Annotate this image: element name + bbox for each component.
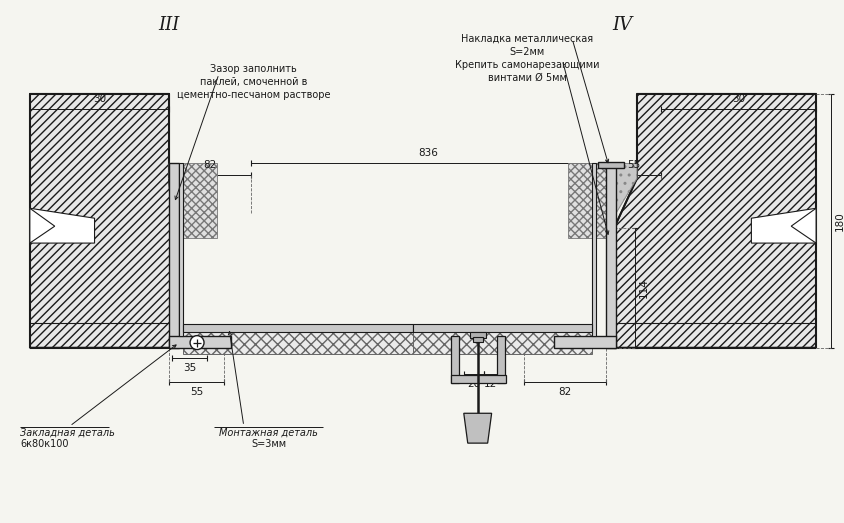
Bar [169,164,179,348]
Polygon shape [791,208,816,243]
Bar [470,332,485,338]
Text: винтами Ø 5мм: винтами Ø 5мм [488,73,567,83]
Bar [451,376,506,383]
Circle shape [190,336,204,349]
Polygon shape [30,208,55,243]
Polygon shape [169,164,179,228]
Text: 180: 180 [835,211,844,231]
Bar [592,164,596,336]
Text: 20: 20 [468,379,480,390]
Text: IV: IV [612,16,632,34]
Bar [496,336,505,383]
Text: 35: 35 [183,362,196,372]
Text: Закладная деталь: Закладная деталь [20,427,115,437]
Polygon shape [463,413,492,443]
Text: 114: 114 [639,278,649,298]
Text: Зазор заполнить: Зазор заполнить [210,64,297,74]
Text: 6к80к100: 6к80к100 [20,439,68,449]
Text: Монтажная деталь: Монтажная деталь [219,427,318,437]
Bar [473,337,483,342]
Text: 55: 55 [627,161,640,170]
Text: 82: 82 [559,388,572,397]
Text: паклей, смоченной в: паклей, смоченной в [200,77,307,87]
Text: III: III [159,16,180,34]
Text: Накладка металлическая: Накладка металлическая [462,34,593,44]
Polygon shape [607,164,637,228]
Bar [169,336,231,348]
Polygon shape [30,208,95,243]
Bar [183,332,413,354]
Bar [183,324,413,332]
Bar [598,163,624,168]
Polygon shape [751,208,816,243]
Text: 30: 30 [732,94,745,104]
Bar [606,164,616,348]
Text: Крепить самонарезающими: Крепить самонарезающими [455,60,600,70]
Text: 55: 55 [190,388,203,397]
Bar [413,332,592,354]
Bar [179,164,217,238]
Text: цементно-песчаном растворе: цементно-песчаном растворе [177,90,331,100]
Text: 12: 12 [484,379,497,390]
Bar [413,324,592,332]
Polygon shape [30,94,172,348]
Polygon shape [614,94,816,348]
Text: S=3мм: S=3мм [252,439,286,449]
Text: 82: 82 [203,161,217,170]
Bar [555,336,616,348]
Text: 836: 836 [419,149,438,158]
Bar [179,164,183,336]
Bar [568,164,606,238]
Bar [451,336,459,383]
Text: 30: 30 [93,94,106,104]
Text: S=2мм: S=2мм [510,47,545,57]
